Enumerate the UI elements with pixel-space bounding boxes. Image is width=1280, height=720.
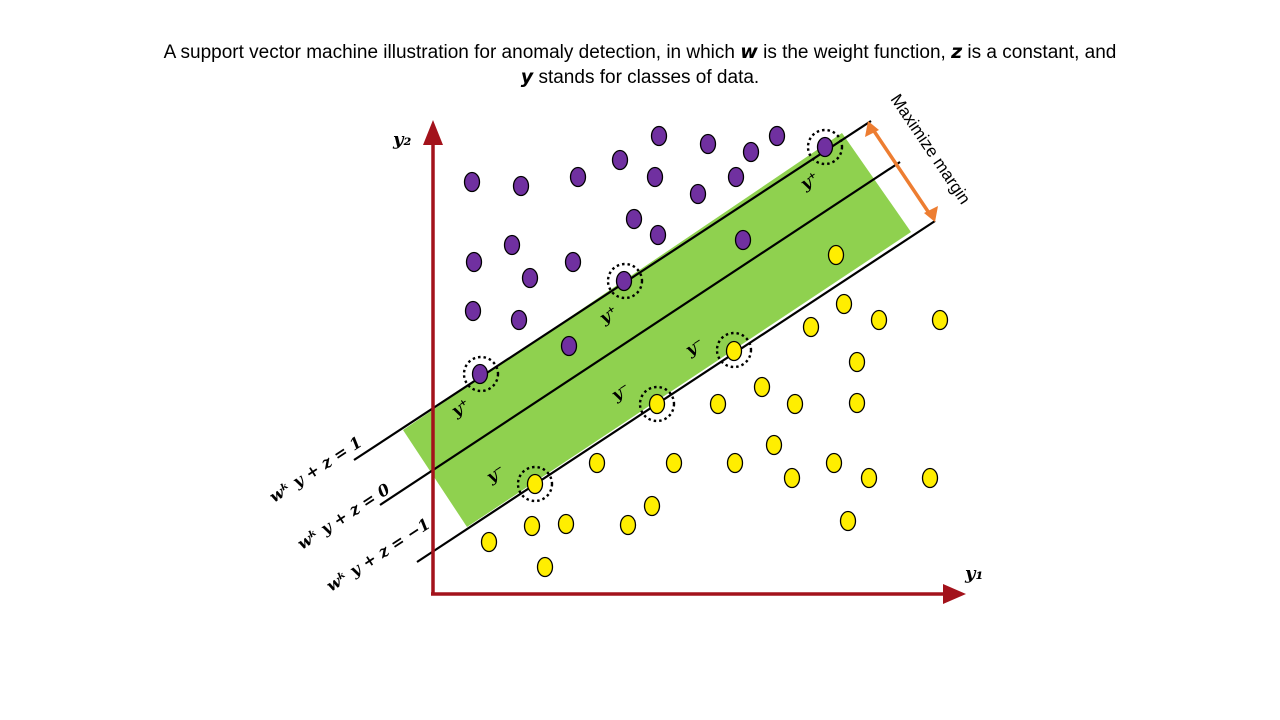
purple-point-23 [560, 335, 578, 357]
purple-point-18 [521, 267, 539, 289]
purple-class-points [463, 125, 834, 385]
maximize-margin-arrow [865, 121, 938, 222]
caption-text: A support vector machine illustration fo… [163, 42, 741, 63]
x-axis-arrowhead [943, 584, 966, 604]
caption-z-symbol: z [951, 41, 963, 63]
yellow-point-14 [588, 452, 606, 474]
yellow-point-27 [480, 531, 498, 553]
upper-line-equation: wᵏ y + z = 1 [266, 433, 366, 507]
upper-margin-line [353, 120, 872, 461]
purple-point-19 [564, 251, 582, 273]
support-vector-ring-3 [806, 128, 844, 166]
purple-point-17 [503, 234, 521, 256]
purple-point-14 [649, 224, 667, 246]
yellow-point-24 [557, 513, 575, 535]
yellow-point-12 [648, 393, 666, 415]
purple-point-6 [699, 133, 717, 155]
purple-point-22 [510, 309, 528, 331]
yellow-point-6 [848, 351, 866, 373]
support-vector-ring-2 [606, 262, 644, 300]
yellow-point-4 [870, 309, 888, 331]
margin-arrow-head-top [865, 121, 879, 137]
purple-point-7 [646, 166, 664, 188]
purple-point-13 [625, 208, 643, 230]
purple-point-20 [615, 270, 633, 292]
purple-point-3 [569, 166, 587, 188]
yellow-point-11 [848, 392, 866, 414]
yellow-point-23 [523, 515, 541, 537]
margin-arrow-head-bottom [924, 206, 938, 222]
purple-point-1 [463, 171, 481, 193]
yellow-point-17 [783, 467, 801, 489]
support-vector-ring-1 [462, 355, 500, 393]
support-vector-ring-5 [638, 385, 676, 423]
yellow-point-16 [726, 452, 744, 474]
yellow-class-points [480, 244, 949, 578]
yellow-point-13 [765, 434, 783, 456]
purple-point-21 [464, 300, 482, 322]
yellow-point-3 [802, 316, 820, 338]
axes [423, 120, 966, 604]
purple-point-11 [727, 166, 745, 188]
purple-point-24 [471, 363, 489, 385]
y-axis-arrowhead [423, 120, 443, 145]
purple-point-5 [650, 125, 668, 147]
yellow-point-19 [860, 467, 878, 489]
yellow-point-7 [725, 340, 743, 362]
yellow-point-10 [786, 393, 804, 415]
purple-point-15 [734, 229, 752, 251]
decision-boundary-line [379, 161, 901, 506]
caption-text: stands for classes of data. [533, 67, 760, 88]
margin-band [403, 133, 911, 527]
yellow-point-28 [536, 556, 554, 578]
caption-text: is the weight function, [757, 42, 952, 63]
purple-point-9 [742, 141, 760, 163]
yellow-point-5 [931, 309, 949, 331]
purple-point-4 [611, 149, 629, 171]
yellow-point-15 [665, 452, 683, 474]
support-vector-rings [462, 128, 844, 503]
purple-point-2 [512, 175, 530, 197]
support-vector-ring-4 [516, 465, 554, 503]
caption-w-symbol: w [740, 41, 758, 63]
yellow-point-25 [619, 514, 637, 536]
maximize-margin-label: Maximize margin [887, 91, 975, 208]
yellow-point-1 [827, 244, 845, 266]
yellow-point-8 [753, 376, 771, 398]
purple-point-8 [689, 183, 707, 205]
yellow-point-9 [709, 393, 727, 415]
support-vector-ring-6 [715, 331, 753, 369]
yellow-point-18 [825, 452, 843, 474]
purple-point-16 [465, 251, 483, 273]
purple-point-10 [768, 125, 786, 147]
x-axis-label: y₁ [964, 563, 983, 584]
yellow-point-21 [526, 473, 544, 495]
yellow-point-20 [921, 467, 939, 489]
yellow-point-22 [643, 495, 661, 517]
y-axis-label: y₂ [392, 129, 411, 150]
yellow-point-26 [839, 510, 857, 532]
caption-y-symbol: y [520, 66, 534, 88]
figure-caption: A support vector machine illustration fo… [0, 40, 1280, 90]
yellow-point-2 [835, 293, 853, 315]
caption-text: is a constant, and [962, 42, 1117, 63]
lower-margin-line [416, 220, 936, 563]
purple-point-12 [816, 136, 834, 158]
margin-arrow-line [872, 130, 931, 214]
